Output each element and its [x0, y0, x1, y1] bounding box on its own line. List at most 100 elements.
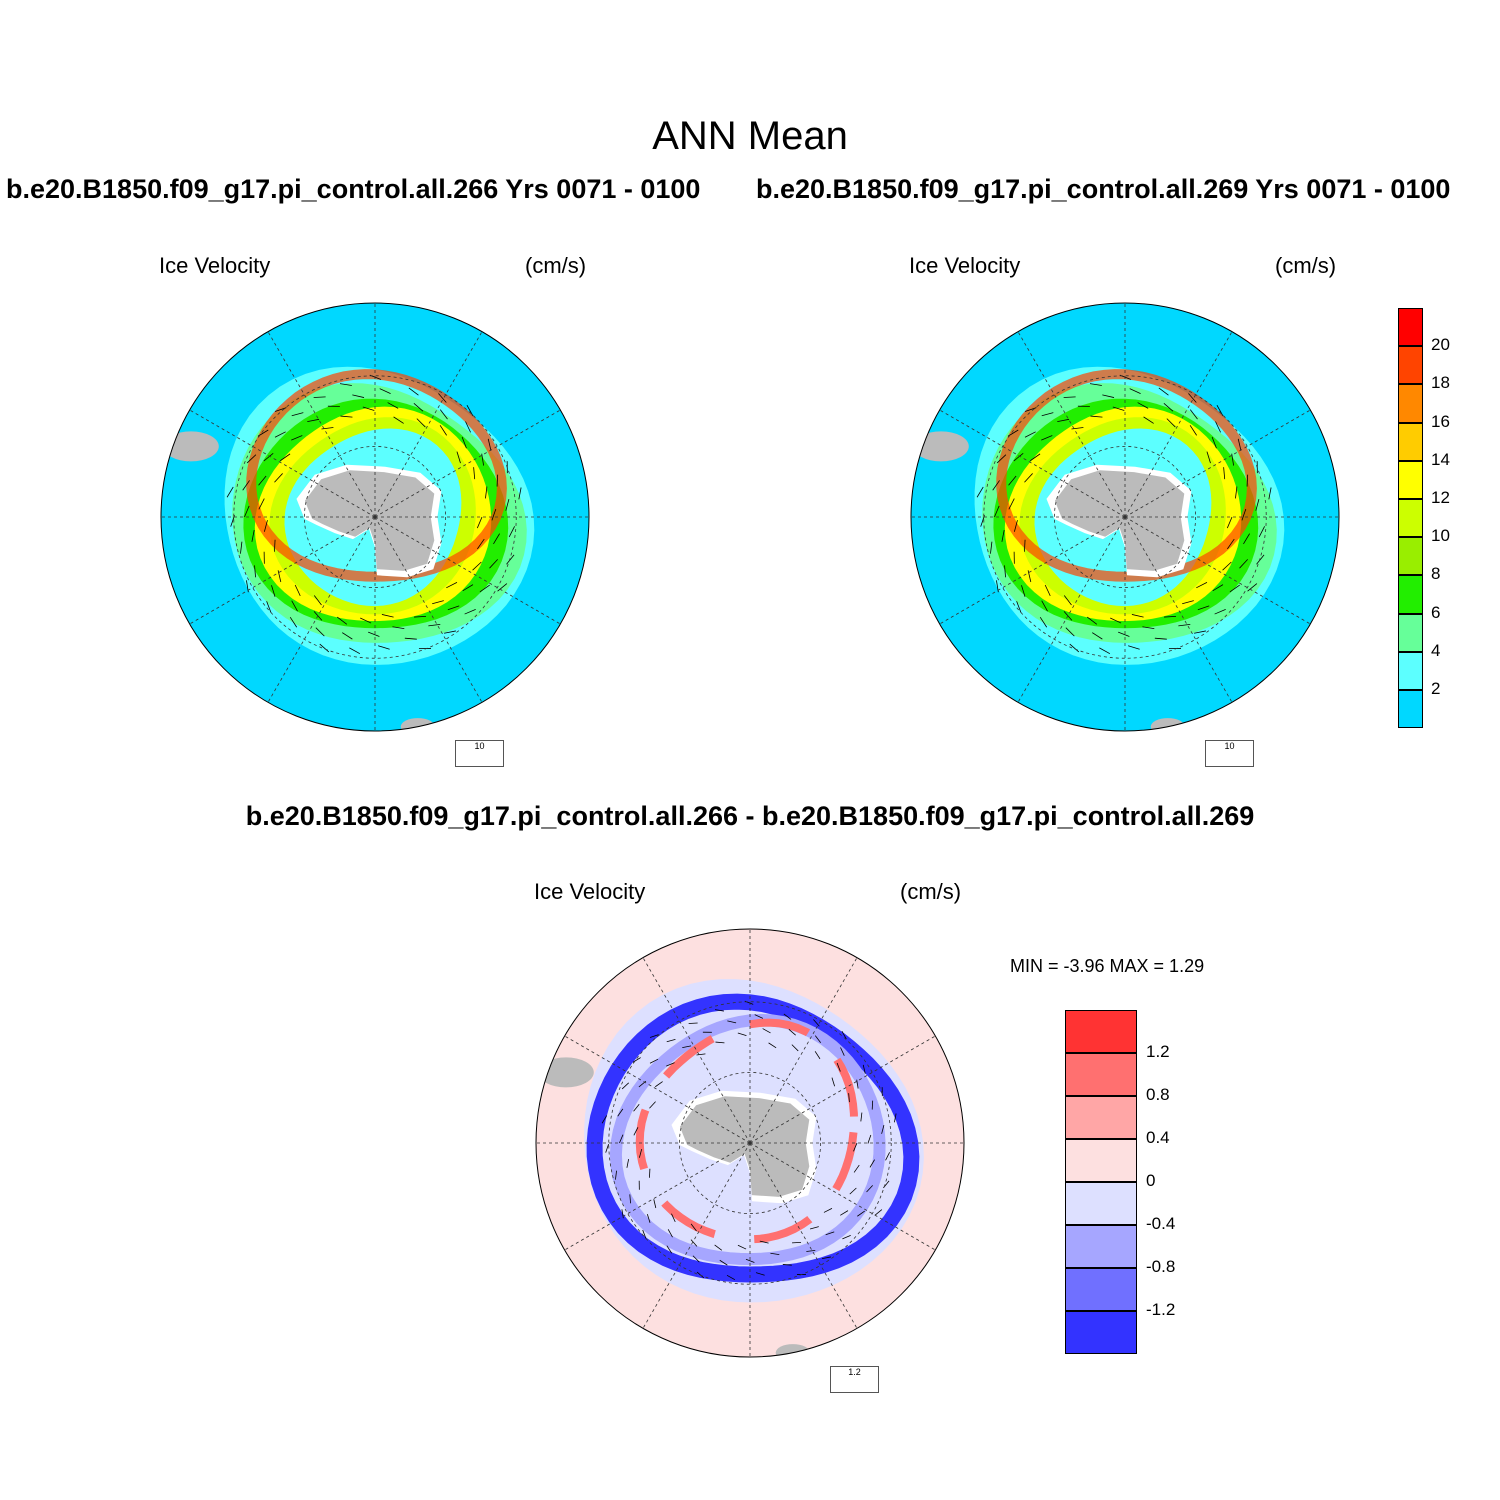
left-vector-arrow: [477, 538, 485, 550]
diff-vector-arrow: [638, 1148, 643, 1158]
left-south-america: [163, 431, 219, 462]
left-vector-arrow: [518, 487, 522, 500]
left-vector-arrow: [491, 508, 497, 521]
right-vector-arrow: [1222, 561, 1232, 571]
right-reference-vector: 10: [1205, 740, 1254, 767]
left-vector-arrow: [368, 631, 380, 637]
right-vector-arrow: [1154, 637, 1167, 640]
right-vector-arrow: [1008, 498, 1015, 510]
left-vector-arrow: [473, 467, 476, 480]
right-vector-arrow: [1137, 402, 1149, 409]
diff-vector-arrow: [885, 1152, 890, 1161]
diff-vector-arrow: [714, 1009, 724, 1012]
diff-colorbar-swatch: [1065, 1311, 1137, 1354]
right-vector-arrow: [1258, 526, 1265, 538]
left-vector-arrow: [291, 435, 303, 441]
left-vector-arrow: [465, 421, 471, 433]
right-vector-arrow: [1039, 616, 1048, 628]
diff-vector-arrow: [667, 1229, 673, 1238]
speed-colorbar-swatch: [1398, 346, 1423, 385]
left-vector-arrow: [456, 451, 461, 464]
diff-colorbar-label: 1.2: [1146, 1042, 1170, 1061]
left-vector-arrow: [360, 617, 372, 624]
right-panel-variable: Ice Velocity: [909, 253, 1021, 278]
left-vector-arrow: [362, 406, 375, 411]
diff-reference-vector-label: 1.2: [848, 1367, 861, 1377]
diff-vector-arrow: [783, 1013, 792, 1020]
diff-vector-arrow: [840, 1047, 845, 1056]
left-vector-arrow: [381, 614, 394, 618]
main-title: ANN Mean: [652, 114, 848, 158]
right-vector-arrow: [1231, 453, 1235, 466]
diff-vector-arrow: [621, 1082, 629, 1090]
speed-colorbar-swatch: [1398, 499, 1423, 538]
right-vector-arrow: [1013, 453, 1024, 462]
diff-map-border: [535, 928, 965, 1358]
right-parallel: [983, 375, 1267, 659]
right-panel-units: (cm/s): [1275, 253, 1337, 278]
diff-vector-arrow: [840, 1210, 849, 1216]
left-vector-arrow: [291, 412, 304, 417]
diff-diff-band: [635, 1018, 859, 1244]
diff-parallel: [608, 1001, 892, 1285]
diff-vector-arrow: [754, 1014, 764, 1019]
right-vector-arrow: [1065, 627, 1075, 637]
left-vector-arrow: [496, 474, 499, 487]
right-vector-arrow: [1158, 387, 1169, 396]
left-vector-arrow: [444, 630, 456, 634]
diff-parallel: [678, 1071, 822, 1215]
diff-vector-arrow: [788, 1029, 796, 1036]
left-vector-arrow: [280, 453, 291, 462]
right-vector-arrow: [1237, 438, 1242, 451]
right-parallel: [1053, 445, 1197, 589]
right-vector-arrow: [1214, 608, 1226, 615]
diff-vector-arrow: [601, 1115, 608, 1124]
left-vector-arrow: [246, 454, 257, 464]
left-vector-arrow: [464, 608, 476, 615]
left-vector-arrow: [349, 647, 361, 655]
left-vector-arrow: [416, 418, 426, 428]
diff-vector-arrow: [881, 1125, 885, 1134]
right-vector-arrow: [1129, 388, 1141, 395]
diff-vector-arrow: [867, 1134, 872, 1144]
right-case-title: b.e20.B1850.f09_g17.pi_control.all.269 Y…: [756, 174, 1451, 204]
left-vector-arrow: [254, 565, 256, 578]
left-panel-units: (cm/s): [525, 253, 587, 278]
right-vector-arrow: [1256, 554, 1265, 565]
diff-vector-arrow: [626, 1158, 630, 1168]
right-vector-arrow: [1112, 406, 1125, 411]
left-vector-arrow: [258, 498, 265, 510]
right-vector-arrow: [994, 505, 1000, 518]
right-vector-arrow: [1024, 473, 1033, 483]
left-panel-variable: Ice Velocity: [159, 253, 271, 278]
diff-vector-arrow: [791, 1044, 799, 1052]
diff-vector-arrow: [853, 1164, 860, 1173]
diff-colorbar-label: 0.4: [1146, 1128, 1170, 1147]
right-vector-arrow: [1024, 431, 1036, 438]
diff-vector-arrow: [666, 1039, 676, 1043]
right-vector-arrow: [1143, 416, 1154, 424]
speed-colorbar-label: 14: [1431, 449, 1450, 469]
right-vector-arrow: [1071, 427, 1084, 430]
diff-colorbar-swatch: [1065, 1010, 1137, 1053]
left-vector-arrow: [319, 643, 330, 653]
right-vector-arrow: [992, 480, 1000, 491]
diff-reference-vector: 1.2: [830, 1366, 879, 1393]
right-vector-arrow: [1030, 453, 1041, 462]
diff-vector-arrow: [831, 1077, 835, 1087]
right-vector-arrow: [1001, 529, 1005, 542]
left-vector-arrow: [263, 453, 274, 462]
left-vector-arrow: [476, 516, 483, 529]
left-vector-arrow: [489, 559, 498, 569]
left-vector-arrow: [485, 486, 488, 499]
right-vector-arrow: [1216, 404, 1224, 416]
right-vector-arrow: [1041, 412, 1054, 417]
left-vector-arrow: [462, 584, 474, 592]
left-vector-arrow: [289, 616, 298, 628]
diff-vector-arrow: [848, 1093, 850, 1103]
left-vector-arrow: [392, 626, 405, 630]
right-vector-arrow: [1027, 570, 1032, 583]
right-vector-arrow: [1021, 585, 1026, 597]
right-vector-arrow: [1235, 486, 1238, 499]
diff-vector-arrow: [642, 1229, 647, 1239]
